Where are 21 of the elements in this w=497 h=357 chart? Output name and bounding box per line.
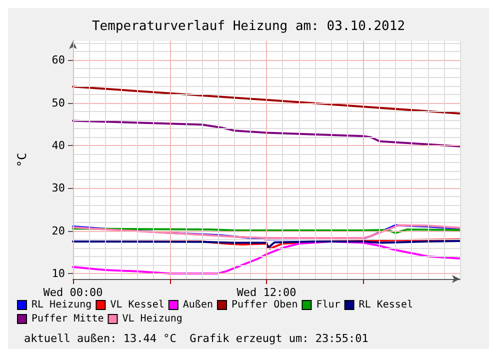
y-tick-label: 50 xyxy=(52,96,65,110)
legend-label: Außen xyxy=(182,300,213,310)
legend-label: RL Heizung xyxy=(32,300,92,310)
y-tick-label: 10 xyxy=(52,266,65,280)
x-tick-label: Wed 00:00 xyxy=(43,286,103,299)
x-tick-label: Wed 12:00 xyxy=(236,286,296,299)
legend-label: RL Kessel xyxy=(358,300,413,310)
line-series xyxy=(72,120,461,148)
legend-label: Puffer Oben xyxy=(231,300,298,310)
text: aktuell außen: 13.44 °C Grafik erzeugt um: 23:55:01 xyxy=(24,332,368,345)
legend-label: VL Heizung xyxy=(122,314,182,324)
line-series xyxy=(72,240,461,274)
chart-title: Temperaturverlauf Heizung am: 03.10.2012 xyxy=(92,19,406,34)
y-tick-label: 60 xyxy=(52,54,65,67)
legend-label: Puffer Mitte xyxy=(32,314,104,324)
y-tick-label: 20 xyxy=(52,224,65,238)
y-axis-title: °C xyxy=(15,152,29,168)
y-tick-label: 30 xyxy=(52,182,65,195)
legend-label: Flur xyxy=(316,300,340,310)
y-tick-label: 40 xyxy=(52,139,65,152)
legend-label: VL Kessel xyxy=(110,300,164,310)
